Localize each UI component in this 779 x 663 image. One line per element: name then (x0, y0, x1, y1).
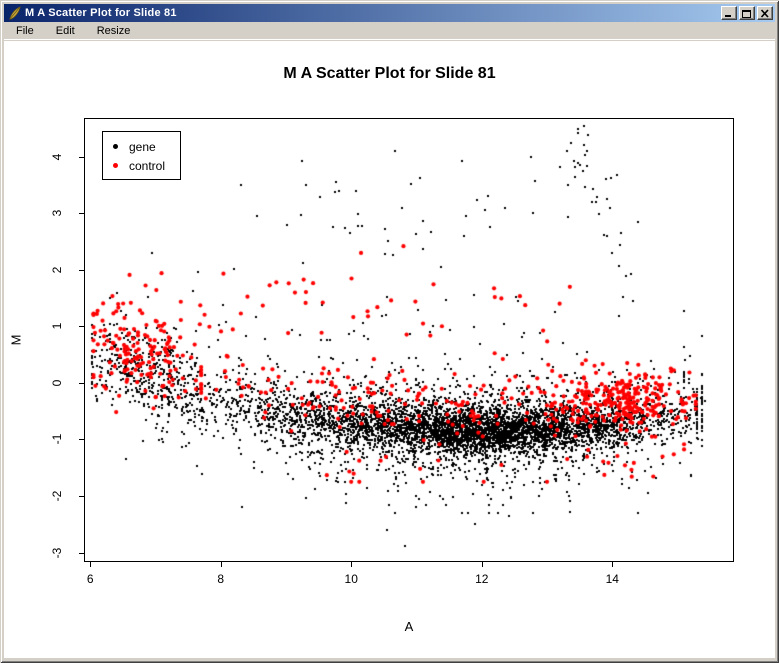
maximize-icon (742, 9, 751, 18)
y-tick-mark (79, 326, 84, 328)
y-tick-mark (79, 156, 84, 158)
y-tick-label: 0 (50, 379, 64, 387)
x-tick-mark (220, 562, 222, 567)
plot-region: M A Scatter Plot for Slide 81 A M gene c… (4, 41, 775, 658)
legend-entry-gene: gene (113, 137, 180, 156)
menubar: File Edit Resize (4, 23, 775, 40)
maximize-button[interactable] (739, 6, 755, 20)
x-tick-label: 10 (344, 572, 358, 586)
y-tick-label: 2 (50, 266, 64, 274)
minimize-button[interactable] (721, 6, 737, 20)
y-tick-mark (79, 496, 84, 497)
legend: gene control (102, 131, 181, 180)
y-tick-label: -2 (50, 490, 64, 502)
y-tick-mark (79, 552, 84, 554)
x-tick-label: 8 (217, 572, 225, 586)
close-icon (760, 8, 769, 18)
x-tick-label: 6 (86, 572, 94, 586)
x-tick-mark (90, 562, 92, 567)
y-tick-mark (79, 382, 84, 384)
window-controls (721, 6, 773, 20)
x-tick-mark (351, 562, 353, 567)
menu-item-edit[interactable]: Edit (55, 25, 75, 37)
control-dot-icon (113, 163, 118, 168)
close-button[interactable] (757, 6, 773, 20)
y-tick-label: 1 (50, 323, 64, 330)
plot-title: M A Scatter Plot for Slide 81 (283, 65, 496, 82)
y-tick-mark (79, 269, 84, 271)
x-axis-label: A (404, 619, 414, 634)
minimize-icon (725, 14, 731, 17)
menu-item-resize[interactable]: Resize (96, 25, 131, 37)
legend-entry-control: control (113, 156, 180, 175)
titlebar[interactable]: M A Scatter Plot for Slide 81 (4, 4, 775, 22)
x-tick-mark (481, 562, 483, 567)
y-tick-label: -3 (50, 547, 64, 558)
scatter-canvas (85, 119, 733, 561)
menu-item-file[interactable]: File (16, 25, 34, 37)
tk-feather-icon (9, 5, 21, 19)
window-title: M A Scatter Plot for Slide 81 (25, 7, 177, 19)
x-tick-label: 14 (605, 572, 619, 586)
y-tick-mark (79, 213, 84, 215)
x-tick-label: 12 (475, 572, 489, 586)
legend-label-gene: gene (129, 139, 156, 154)
x-tick-mark (612, 562, 614, 567)
y-tick-mark (79, 439, 84, 441)
plot-box (84, 118, 734, 562)
legend-label-control: control (129, 158, 166, 173)
y-tick-label: 3 (50, 210, 64, 217)
y-tick-label: -1 (50, 434, 64, 445)
gene-dot-icon (113, 144, 118, 149)
y-axis-label: M (8, 334, 24, 346)
y-tick-label: 4 (50, 153, 64, 161)
